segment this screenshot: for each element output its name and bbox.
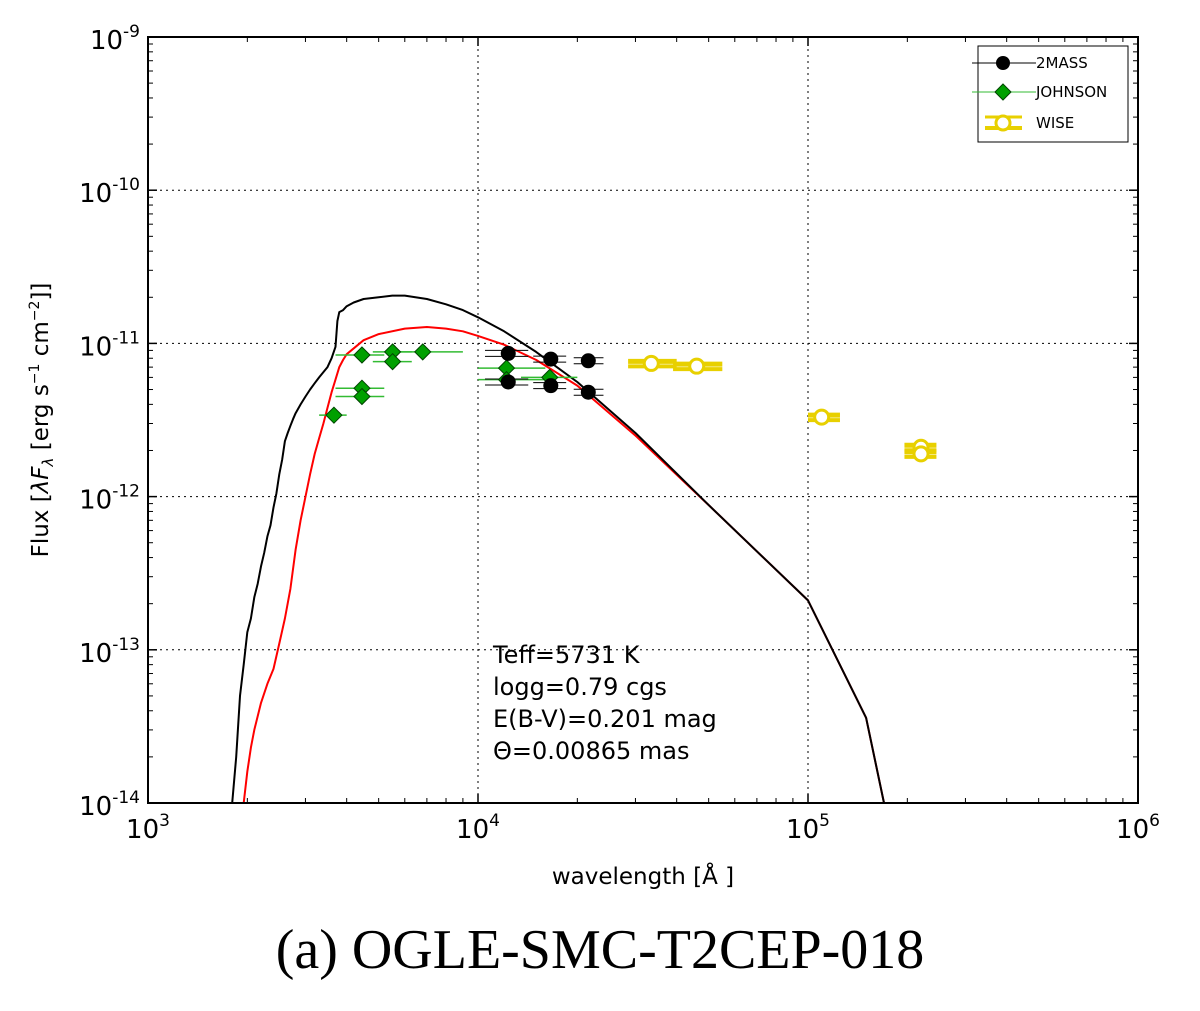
2mass-point xyxy=(543,351,559,367)
y-tick-base: 10 xyxy=(79,792,112,822)
legend-2mass-marker xyxy=(996,56,1010,70)
x-tick-label: 105 xyxy=(786,811,830,845)
y-tick-label: 10-14 xyxy=(79,788,140,822)
2mass-point xyxy=(500,345,516,361)
y-axis-label-exp1: −1 xyxy=(27,364,43,385)
y-tick-exp: -14 xyxy=(112,788,140,808)
x-tick-exp: 4 xyxy=(489,811,500,831)
model-black-curve xyxy=(231,294,885,803)
figure-caption: (a) OGLE-SMC-T2CEP-018 xyxy=(275,919,925,981)
x-tick-base: 10 xyxy=(126,815,159,845)
annotation-logg: logg=0.79 cgs xyxy=(493,673,667,701)
y-tick-label: 10-9 xyxy=(90,22,140,56)
x-tick-label: 103 xyxy=(126,811,170,845)
y-tick-exp: -9 xyxy=(123,22,140,42)
x-tick-exp: 3 xyxy=(159,811,170,831)
y-tick-exp: -13 xyxy=(112,635,140,655)
y-tick-label: 10-10 xyxy=(79,175,140,209)
y-axis-label-sub: λ xyxy=(39,458,57,468)
2mass-point xyxy=(500,374,516,390)
y-tick-exp: -10 xyxy=(112,175,140,195)
legend-wise-label: WISE xyxy=(1036,114,1074,132)
x-tick-base: 10 xyxy=(1116,815,1149,845)
legend-2mass-label: 2MASS xyxy=(1036,54,1088,72)
2mass-point xyxy=(580,384,596,400)
annotation-ebv: E(B-V)=0.201 mag xyxy=(493,705,717,733)
annotation-teff: Teff=5731 K xyxy=(492,641,641,669)
2mass-point xyxy=(543,378,559,394)
y-axis-label: Flux [λFλ [erg s−1 cm−2]] xyxy=(27,283,57,558)
x-tick-label: 104 xyxy=(456,811,500,845)
y-axis-label-units: [erg s xyxy=(28,384,54,457)
model-curves xyxy=(231,294,885,803)
sed-chart: 103 104 105 10610-1410-1310-1210-1110-1010-… xyxy=(27,22,1160,890)
y-axis-label-exp2: −2 xyxy=(27,301,43,322)
johnson-point xyxy=(325,406,343,424)
johnson-point xyxy=(353,387,371,406)
y-tick-exp: -11 xyxy=(112,328,140,348)
y-tick-base: 10 xyxy=(79,332,112,362)
y-axis-label-cm: cm xyxy=(28,321,54,363)
y-tick-label: 10-13 xyxy=(79,635,140,669)
johnson-point xyxy=(414,343,432,361)
annotation-theta: Θ=0.00865 mas xyxy=(493,737,689,765)
wise-point xyxy=(688,357,706,375)
y-axis-label-lambda: λF xyxy=(28,466,54,496)
axis-ticks: 103 104 105 10610-1410-1310-1210-1110-1010-… xyxy=(79,22,1160,845)
wise-point xyxy=(813,408,831,426)
y-tick-label: 10-12 xyxy=(79,482,140,516)
legend-johnson-label: JOHNSON xyxy=(1035,83,1107,101)
y-axis-label-close: ]] xyxy=(28,283,54,301)
x-tick-exp: 6 xyxy=(1149,811,1160,831)
grid-lines xyxy=(148,37,1138,803)
y-axis-label-prefix: Flux [ xyxy=(28,493,54,557)
y-tick-label: 10-11 xyxy=(79,328,140,362)
x-tick-base: 10 xyxy=(786,815,819,845)
y-tick-base: 10 xyxy=(79,179,112,209)
wise-point xyxy=(642,354,660,372)
fit-annotation: Teff=5731 K logg=0.79 cgs E(B-V)=0.201 m… xyxy=(492,641,717,765)
wise-point xyxy=(912,445,930,463)
y-tick-base: 10 xyxy=(79,486,112,516)
y-tick-base: 10 xyxy=(79,639,112,669)
legend-johnson-marker xyxy=(994,83,1012,101)
x-tick-base: 10 xyxy=(456,815,489,845)
data-points xyxy=(319,343,937,463)
legend-wise-marker xyxy=(994,114,1012,132)
model-red-curve xyxy=(242,326,885,803)
plot-frame xyxy=(147,36,1139,804)
legend: 2MASS JOHNSON WISE xyxy=(972,45,1129,143)
johnson-point xyxy=(383,352,402,371)
x-axis-label: wavelength [Å ] xyxy=(552,862,734,890)
y-tick-exp: -12 xyxy=(112,482,140,502)
2mass-point xyxy=(580,353,596,369)
y-tick-base: 10 xyxy=(90,26,123,56)
x-tick-label: 106 xyxy=(1116,811,1160,845)
johnson-point xyxy=(353,346,371,364)
x-tick-exp: 5 xyxy=(819,811,830,831)
